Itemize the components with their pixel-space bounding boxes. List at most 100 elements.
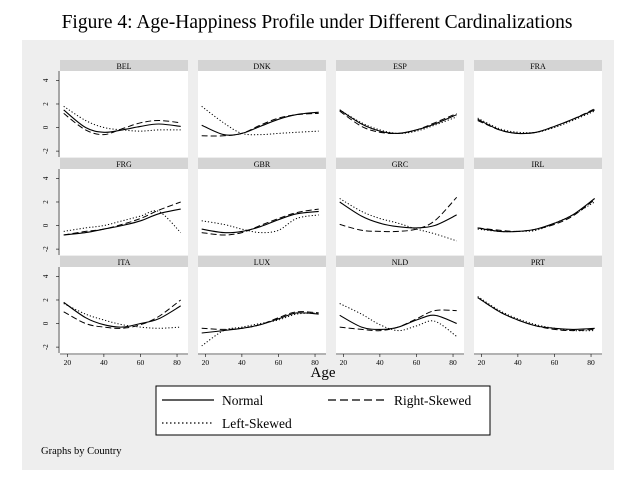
panel-grc: GRC — [336, 158, 464, 255]
x-tick-label: 60 — [137, 358, 145, 367]
plot-area — [198, 267, 326, 353]
x-tick-label: 80 — [311, 358, 319, 367]
plot-area — [336, 267, 464, 353]
series-line-left — [477, 296, 595, 332]
series-line-right — [339, 110, 457, 135]
plot-area — [336, 169, 464, 255]
panel-nld: NLD 20 40 60 80 — [336, 256, 464, 367]
series-line-right — [201, 311, 319, 330]
series-line-left — [339, 303, 457, 337]
series-line-normal — [63, 208, 181, 236]
panel-grid: BEL -2 0 2 4 DNK ESP FRA FRG -2 0 2 4 GBR GRC IRL ITA -2 0… — [42, 60, 602, 367]
panel-frg: FRG -2 0 2 4 — [42, 158, 188, 255]
graphs-by-note: Graphs by Country — [41, 446, 122, 457]
panel-header — [198, 158, 326, 169]
panel-title: DNK — [253, 62, 271, 71]
y-tick-label: 2 — [42, 298, 50, 302]
plot-area — [474, 267, 602, 353]
panel-title: IRL — [532, 160, 545, 169]
panel-title: ITA — [118, 258, 131, 267]
panel-lux: LUX 20 40 60 80 — [198, 256, 326, 367]
y-tick-label: -2 — [42, 246, 50, 252]
y-tick-label: 0 — [42, 321, 50, 325]
legend-box — [155, 385, 491, 436]
panel-dnk: DNK — [198, 60, 326, 157]
series-line-right — [201, 112, 319, 137]
panel-gbr: GBR — [198, 158, 326, 255]
series-line-right — [477, 108, 595, 135]
panel-header — [336, 60, 464, 71]
panel-header — [474, 60, 602, 71]
panel-header — [60, 256, 188, 267]
figure-canvas: BEL -2 0 2 4 DNK ESP FRA FRG -2 0 2 4 GBR GRC IRL ITA -2 0… — [22, 40, 614, 470]
plot-area — [198, 169, 326, 255]
panel-title: GBR — [254, 160, 271, 169]
panel-prt: PRT 20 40 60 80 — [474, 256, 602, 367]
series-line-left — [201, 214, 319, 234]
x-tick-label: 80 — [449, 358, 457, 367]
x-tick-label: 40 — [238, 358, 246, 367]
y-tick-label: 0 — [42, 223, 50, 227]
y-tick-label: -2 — [42, 344, 50, 350]
series-line-right — [339, 309, 457, 332]
x-tick-label: 40 — [100, 358, 108, 367]
series-line-right — [477, 297, 595, 332]
figure-caption: Figure 4: Age-Happiness Profile under Di… — [61, 12, 573, 33]
y-tick-label: 0 — [42, 125, 50, 129]
panel-title: NLD — [392, 258, 409, 267]
series-line-right — [339, 196, 458, 233]
panel-header — [198, 60, 326, 71]
plot-area — [60, 267, 188, 353]
plot-area — [336, 71, 464, 157]
series-line-left — [63, 105, 181, 132]
legend-label-right-skewed: Right-Skewed — [394, 393, 471, 408]
series-line-left — [201, 312, 319, 347]
plot-area — [474, 71, 602, 157]
x-tick-label: 20 — [340, 358, 348, 367]
series-line-right — [63, 201, 181, 236]
x-tick-label: 40 — [376, 358, 384, 367]
panel-title: FRA — [530, 62, 546, 71]
panel-title: PRT — [531, 258, 545, 267]
x-tick-label: 40 — [514, 358, 522, 367]
panel-title: GRC — [392, 160, 408, 169]
legend-label-left-skewed: Left-Skewed — [222, 416, 292, 431]
plot-area — [474, 169, 602, 255]
panel-bel: BEL -2 0 2 4 — [42, 60, 188, 157]
x-tick-label: 60 — [275, 358, 283, 367]
series-line-normal — [201, 210, 319, 234]
panel-header — [336, 256, 464, 267]
y-tick-label: 4 — [42, 176, 50, 180]
y-tick-label: -2 — [42, 148, 50, 154]
series-line-left — [477, 110, 595, 134]
series-line-left — [477, 201, 595, 233]
panel-title: ESP — [393, 62, 407, 71]
series-line-normal — [339, 201, 457, 229]
panel-title: FRG — [116, 160, 132, 169]
plot-area — [60, 71, 188, 157]
panel-header — [60, 60, 188, 71]
legend-label-normal: Normal — [222, 393, 263, 408]
y-tick-label: 2 — [42, 200, 50, 204]
panel-header — [60, 158, 188, 169]
panel-title: LUX — [254, 258, 271, 267]
series-line-right — [201, 208, 319, 236]
panel-header — [336, 158, 464, 169]
panel-title: BEL — [116, 62, 131, 71]
panel-ita: ITA -2 0 2 4 20 40 60 80 — [42, 256, 188, 367]
x-tick-label: 20 — [202, 358, 210, 367]
panel-fra: FRA — [474, 60, 602, 157]
plot-area — [60, 169, 188, 255]
panel-irl: IRL — [474, 158, 602, 255]
series-line-right — [477, 199, 596, 232]
panel-esp: ESP — [336, 60, 464, 157]
panel-header — [474, 256, 602, 267]
series-line-right — [63, 113, 181, 136]
x-axis-label: Age — [311, 365, 336, 381]
y-tick-label: 4 — [42, 274, 50, 278]
series-line-normal — [201, 111, 319, 136]
x-tick-label: 60 — [413, 358, 421, 367]
x-tick-label: 80 — [587, 358, 595, 367]
legend: Normal Right-Skewed Left-Skewed — [155, 385, 491, 436]
x-tick-label: 80 — [173, 358, 181, 367]
